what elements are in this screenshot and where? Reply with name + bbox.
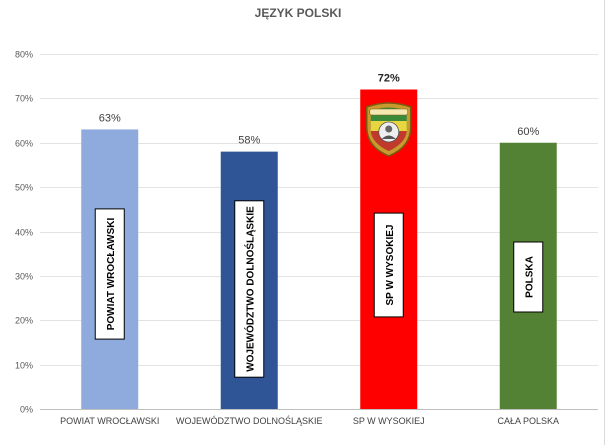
bars	[81, 89, 557, 409]
y-tick-label: 40%	[15, 228, 33, 238]
x-category-label: SP W WYSOKIEJ	[353, 416, 425, 426]
x-category-label: CAŁA POLSKA	[497, 416, 559, 426]
x-category-label: POWIAT WROCŁAWSKI	[60, 416, 159, 426]
in-bar-label: SP W WYSOKIEJ	[385, 225, 396, 306]
x-category-label: WOJEWÓDZTWO DOLNOŚLĄSKIE	[176, 415, 323, 426]
data-labels: 63% POWIAT WROCŁAWSKI 58% WOJEWÓDZTWO DOLNO…	[94, 73, 544, 378]
y-tick-label: 10%	[15, 361, 33, 371]
y-tick-label: 20%	[15, 316, 33, 326]
in-bar-label-box: POLSKA	[513, 241, 544, 313]
in-bar-label-box: WOJEWÓDZTWO DOLNOŚLĄSKIE	[234, 200, 265, 378]
in-bar-label: POLSKA	[524, 256, 535, 298]
y-tick-label: 0%	[20, 405, 33, 415]
y-tick-label: 50%	[15, 183, 33, 193]
in-bar-label-box: POWIAT WROCŁAWSKI	[94, 208, 125, 340]
y-tick-label: 80%	[15, 50, 33, 60]
in-bar-label: WOJEWÓDZTWO DOLNOŚLĄSKIE	[243, 206, 256, 372]
data-label: 72%	[378, 73, 400, 85]
y-tick-label: 60%	[15, 139, 33, 149]
data-label: 60%	[517, 126, 539, 138]
crest-group	[366, 102, 412, 157]
category-labels: POWIAT WROCŁAWSKI WOJEWÓDZTWO DOLNOŚLĄSKI…	[60, 415, 559, 426]
chart-title: JĘZYK POLSKI	[255, 6, 342, 20]
y-tick-label: 30%	[15, 272, 33, 282]
y-tick-label: 70%	[15, 94, 33, 104]
in-bar-label: POWIAT WROCŁAWSKI	[106, 217, 117, 330]
shield-crest-icon	[366, 102, 412, 157]
in-bar-label-box: SP W WYSOKIEJ	[373, 212, 404, 318]
data-label: 63%	[99, 112, 121, 124]
y-axis-ticks: 0% 10% 20% 30% 40% 50% 60% 70% 80%	[15, 50, 33, 415]
data-label: 58%	[238, 135, 260, 147]
